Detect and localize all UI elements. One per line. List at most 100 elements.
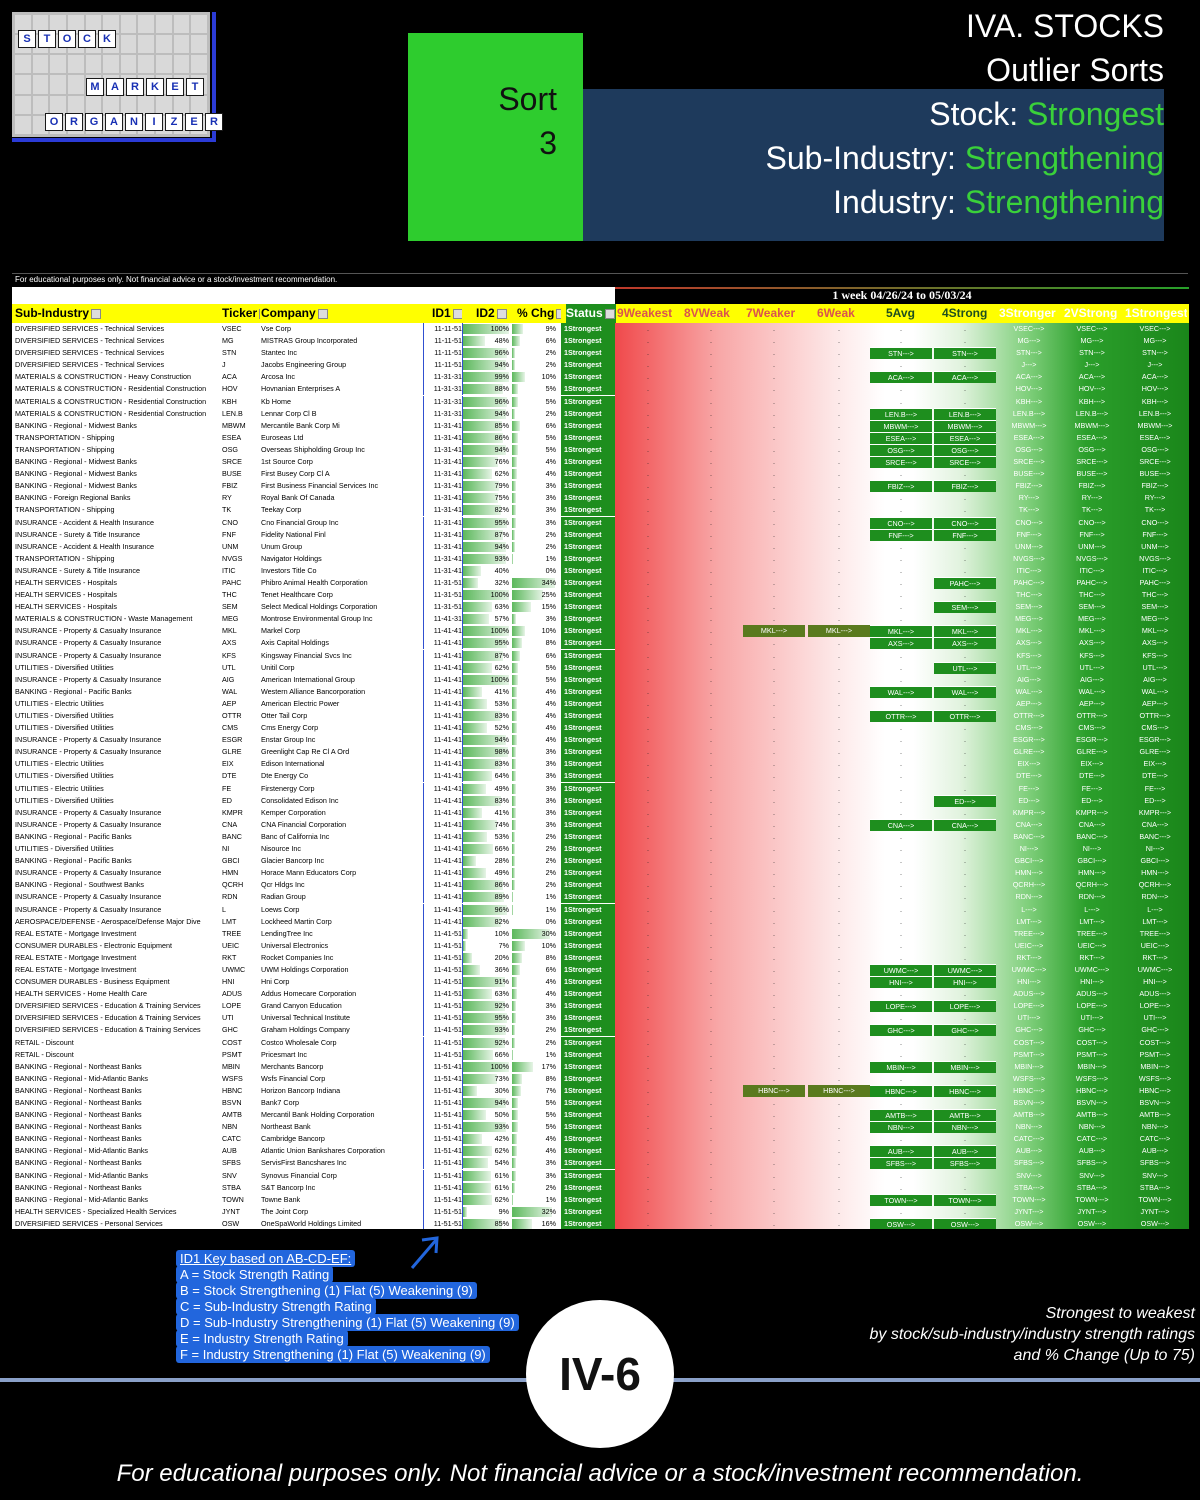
table-row[interactable]: HEALTH SERVICES - Specialized Health Ser… [12,1205,1189,1218]
table-row[interactable]: MATERIALS & CONSTRUCTION - Residential C… [12,395,1189,408]
table-row[interactable]: UTILITIES - Electric Utilities FE Firstene… [12,782,1189,795]
filter-dropdown-icon[interactable] [496,308,507,319]
table-row[interactable]: BANKING - Regional - Mid-Atlantic Banks T… [12,1193,1189,1206]
table-row[interactable]: BANKING - Regional - Pacific Banks WAL Wes… [12,685,1189,698]
filter-dropdown-icon[interactable] [452,308,462,319]
table-row[interactable]: BANKING - Regional - Mid-Atlantic Banks S… [12,1169,1189,1182]
table-row[interactable]: INSURANCE - Property & Casualty Insuranc… [12,625,1189,638]
table-row[interactable]: MATERIALS & CONSTRUCTION - Residential C… [12,407,1189,420]
table-row[interactable]: DIVERSIFIED SERVICES - Education & Train… [12,1012,1189,1025]
table-row[interactable]: INSURANCE - Property & Casualty Insuranc… [12,867,1189,880]
table-row[interactable]: BANKING - Regional - Northeast Banks SFBS… [12,1157,1189,1170]
column-header[interactable]: 9Weakest [617,304,677,323]
table-row[interactable]: REAL ESTATE - Mortgage Investment RKT Rock… [12,951,1189,964]
table-row[interactable]: BANKING - Regional - Mid-Atlantic Banks W… [12,1072,1189,1085]
table-row[interactable]: BANKING - Regional - Mid-Atlantic Banks A… [12,1145,1189,1158]
table-row[interactable]: INSURANCE - Property & Casualty Insuranc… [12,818,1189,831]
table-row[interactable]: UTILITIES - Diversified Utilities NI Nisou… [12,843,1189,856]
column-header[interactable]: 8VWeak [684,304,742,323]
table-row[interactable]: INSURANCE - Property & Casualty Insuranc… [12,649,1189,662]
table-row[interactable]: UTILITIES - Diversified Utilities CMS Cms … [12,722,1189,735]
table-row[interactable]: BANKING - Regional - Pacific Banks BANC Ba… [12,830,1189,843]
table-row[interactable]: UTILITIES - Diversified Utilities OTTR Ott… [12,710,1189,722]
column-header[interactable]: % Chg [517,304,561,323]
table-row[interactable]: HEALTH SERVICES - Hospitals THC Tenet Heal… [12,589,1189,602]
filter-dropdown-icon[interactable] [556,308,561,319]
table-row[interactable]: RETAIL - Discount PSMT Pricesmart Inc 11-41… [12,1048,1189,1061]
table-row[interactable]: TRANSPORTATION - Shipping TK Teekay Corp 11… [12,504,1189,517]
table-row[interactable]: BANKING - Regional - Northeast Banks AMTB… [12,1109,1189,1122]
table-row[interactable]: DIVERSIFIED SERVICES - Technical Service… [12,335,1189,348]
table-row[interactable]: INSURANCE - Property & Casualty Insuranc… [12,746,1189,759]
table-row[interactable]: BANKING - Regional - Northeast Banks NBN N… [12,1121,1189,1134]
table-row[interactable]: UTILITIES - Diversified Utilities DTE Dte … [12,770,1189,783]
table-row[interactable]: CONSUMER DURABLES - Electronic Equipment… [12,939,1189,952]
table-row[interactable]: DIVERSIFIED SERVICES - Education & Train… [12,1024,1189,1037]
column-header[interactable]: 5Avg [886,304,938,323]
column-header[interactable]: Company [261,304,421,323]
column-header[interactable]: ID2 [476,304,512,323]
table-row[interactable]: INSURANCE - Property & Casualty Insuranc… [12,637,1189,650]
filter-dropdown-icon[interactable] [259,308,260,319]
table-row[interactable]: HEALTH SERVICES - Hospitals PAHC Phibro An… [12,576,1189,589]
table-row[interactable]: BANKING - Regional - Northeast Banks BSVN… [12,1097,1189,1109]
table-row[interactable]: INSURANCE - Surety & Title Insurance ITIC… [12,564,1189,577]
table-row[interactable]: BANKING - Regional - Midwest Banks MBWM Me… [12,419,1189,432]
filter-dropdown-icon[interactable] [91,308,101,319]
table-row[interactable]: BANKING - Regional - Northeast Banks STBA… [12,1181,1189,1194]
table-row[interactable]: REAL ESTATE - Mortgage Investment UWMC UWM… [12,963,1189,976]
filter-dropdown-icon[interactable] [604,308,615,319]
spreadsheet[interactable]: 1 week 04/26/24 to 05/03/24 Sub-Industry… [12,287,1189,1229]
column-header[interactable]: 6Weak [817,304,879,323]
table-row[interactable]: BANKING - Regional - Northeast Banks HBNC… [12,1084,1189,1097]
column-header[interactable]: 7Weaker [746,304,810,323]
table-row[interactable]: TRANSPORTATION - Shipping ESEA Euroseas Lt… [12,431,1189,444]
column-header[interactable]: 1Strongest [1125,304,1187,323]
table-row[interactable]: BANKING - Regional - Northeast Banks MBIN… [12,1060,1189,1073]
table-row[interactable]: UTILITIES - Diversified Utilities UTL Unit… [12,661,1189,674]
table-row[interactable]: CONSUMER DURABLES - Business Equipment HN… [12,976,1189,989]
table-row[interactable]: REAL ESTATE - Mortgage Investment TREE Len… [12,927,1189,940]
table-row[interactable]: INSURANCE - Surety & Title Insurance FNF F… [12,528,1189,541]
table-row[interactable]: DIVERSIFIED SERVICES - Education & Train… [12,1000,1189,1013]
table-row[interactable]: TRANSPORTATION - Shipping OSG Overseas Shi… [12,443,1189,456]
table-row[interactable]: INSURANCE - Property & Casualty Insuranc… [12,734,1189,747]
table-row[interactable]: BANKING - Foreign Regional Banks RY Royal … [12,492,1189,505]
table-row[interactable]: UTILITIES - Electric Utilities AEP America… [12,697,1189,710]
table-row[interactable]: INSURANCE - Accident & Health Insurance U… [12,540,1189,553]
table-row[interactable]: BANKING - Regional - Midwest Banks BUSE Fi… [12,468,1189,481]
table-row[interactable]: UTILITIES - Diversified Utilities ED Conso… [12,794,1189,807]
table-row[interactable]: DIVERSIFIED SERVICES - Technical Service… [12,359,1189,372]
table-row[interactable]: MATERIALS & CONSTRUCTION - Waste Managem… [12,613,1189,626]
column-header[interactable]: Ticker [222,304,260,323]
table-row[interactable]: BANKING - Regional - Southwest Banks QCRH… [12,879,1189,892]
table-row[interactable]: HEALTH SERVICES - Home Health Care ADUS Ad… [12,988,1189,1001]
table-row[interactable]: BANKING - Regional - Pacific Banks GBCI Gl… [12,855,1189,868]
id1-cell: 11-31-41 [423,564,463,577]
table-row[interactable]: INSURANCE - Property & Casualty Insuranc… [12,891,1189,904]
table-row[interactable]: UTILITIES - Electric Utilities EIX Edison … [12,758,1189,771]
table-row[interactable]: MATERIALS & CONSTRUCTION - Residential C… [12,383,1189,396]
table-row[interactable]: INSURANCE - Property & Casualty Insuranc… [12,903,1189,916]
table-row[interactable]: HEALTH SERVICES - Hospitals SEM Select Med… [12,601,1189,614]
table-row[interactable]: BANKING - Regional - Midwest Banks SRCE 1s… [12,456,1189,469]
table-row[interactable]: BANKING - Regional - Northeast Banks CATC… [12,1133,1189,1146]
table-row[interactable]: INSURANCE - Property & Casualty Insuranc… [12,673,1189,686]
table-row[interactable]: DIVERSIFIED SERVICES - Personal Services… [12,1217,1189,1229]
column-header[interactable]: ID1 [432,304,462,323]
table-row[interactable]: RETAIL - Discount COST Costco Wholesale Co… [12,1036,1189,1049]
column-header[interactable]: Sub-Industry [15,304,220,323]
table-row[interactable]: INSURANCE - Property & Casualty Insuranc… [12,806,1189,819]
table-row[interactable]: MATERIALS & CONSTRUCTION - Heavy Constru… [12,371,1189,384]
column-header[interactable]: 3Stronger [999,304,1061,323]
table-row[interactable]: AEROSPACE/DEFENSE - Aerospace/Defense Ma… [12,915,1189,928]
table-row[interactable]: DIVERSIFIED SERVICES - Technical Service… [12,323,1189,335]
column-header[interactable]: 4Strong [942,304,996,323]
table-row[interactable]: INSURANCE - Accident & Health Insurance C… [12,516,1189,529]
column-header[interactable]: 2VStrong [1064,304,1122,323]
table-row[interactable]: DIVERSIFIED SERVICES - Technical Service… [12,347,1189,360]
filter-dropdown-icon[interactable] [317,308,328,319]
table-row[interactable]: BANKING - Regional - Midwest Banks FBIZ Fi… [12,480,1189,493]
table-row[interactable]: TRANSPORTATION - Shipping NVGS Navigator H… [12,552,1189,565]
column-header[interactable]: Status [566,304,616,323]
